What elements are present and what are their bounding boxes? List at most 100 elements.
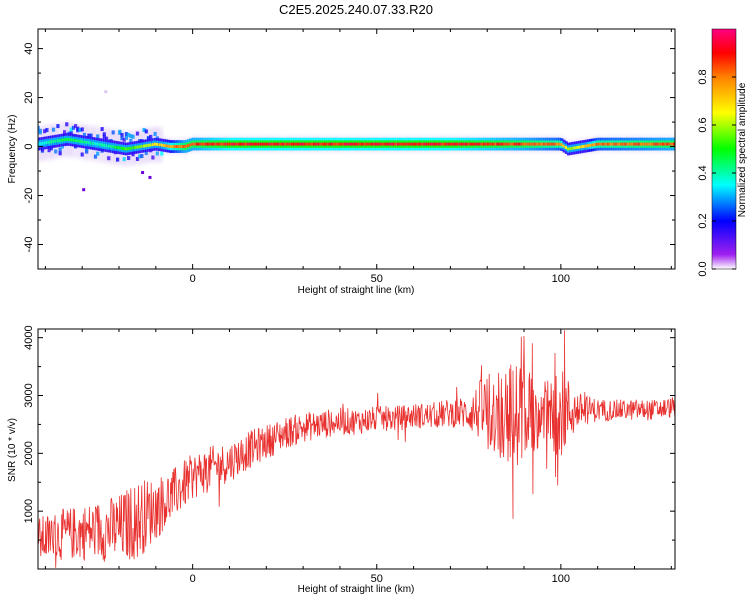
snr-line bbox=[38, 330, 675, 568]
spectrogram-ridge-cell bbox=[217, 142, 221, 146]
spectrogram-ridge-cell bbox=[279, 142, 283, 146]
spectrogram-scatter-cell bbox=[144, 129, 148, 134]
spectrogram-ridge-cell bbox=[633, 142, 637, 146]
spectrogram-scatter-cell bbox=[138, 154, 142, 159]
spectrogram-ridge-cell bbox=[460, 142, 464, 146]
spectrogram-ridge-cell bbox=[273, 142, 277, 146]
spectrogram-scatter-cell bbox=[87, 133, 91, 138]
spectrogram-ridge-cell bbox=[248, 142, 252, 146]
spectrogram-scatter-cell bbox=[80, 127, 84, 132]
spectrogram-ridge-cell bbox=[257, 142, 261, 146]
spectrogram-ridge-cell bbox=[659, 142, 663, 146]
spectrogram-ridge-cell bbox=[655, 142, 659, 146]
figure-title: C2E5.2025.240.07.33.R20 bbox=[279, 2, 433, 17]
spectrogram-ridge-cell bbox=[399, 142, 403, 146]
spectrogram-ridge-cell bbox=[299, 142, 303, 146]
spectrogram-ridge-cell bbox=[606, 142, 610, 146]
spectrogram-ridge-cell bbox=[494, 142, 498, 146]
spectrogram-ridge-cell bbox=[604, 142, 608, 146]
spectrogram-scatter-cell bbox=[96, 134, 100, 139]
spectrogram-scatter-cell bbox=[89, 133, 93, 138]
spectrogram-ridge-cell bbox=[350, 142, 354, 146]
spectrogram-ridge-cell bbox=[89, 141, 93, 145]
spectrogram-ridge-cell bbox=[297, 142, 301, 146]
spectrogram-y-axis-label: Frequency (Hz) bbox=[7, 115, 18, 184]
spectrogram-scatter-cell bbox=[144, 150, 148, 155]
snr-x-axis-label: Height of straight line (km) bbox=[298, 584, 415, 595]
spectrogram-ridge-cell bbox=[657, 142, 661, 146]
colorbar-tick-label: 0.0 bbox=[697, 261, 709, 276]
spectrogram-ridge-cell bbox=[447, 142, 451, 146]
spectrogram-scatter-cell bbox=[160, 151, 164, 156]
x-tick-label: 100 bbox=[552, 573, 570, 585]
spectrogram-ridge-cell bbox=[58, 138, 62, 142]
spectrogram-scatter-cell bbox=[135, 131, 140, 136]
spectrogram-ridge-cell bbox=[343, 142, 347, 146]
spectrogram-ridge-cell bbox=[578, 145, 582, 149]
spectrogram-ridge-cell bbox=[122, 147, 126, 151]
spectrogram-ridge-cell bbox=[427, 142, 431, 146]
spectrogram-ridge-cell bbox=[202, 142, 206, 146]
spectrogram-ridge-cell bbox=[83, 140, 87, 144]
spectrogram-ridge-cell bbox=[500, 142, 504, 146]
spectrogram-ridge-cell bbox=[458, 142, 462, 146]
spectrogram-ridge-cell bbox=[160, 143, 164, 147]
x-tick-label: 50 bbox=[371, 273, 383, 285]
spectrogram-ridge-cell bbox=[620, 142, 624, 146]
spectrogram-ridge-cell bbox=[328, 142, 332, 146]
spectrogram-ridge-cell bbox=[335, 142, 339, 146]
spectrogram-heatmap bbox=[38, 90, 675, 192]
spectrogram-ridge-cell bbox=[184, 144, 188, 148]
spectrogram-ridge-cell bbox=[575, 146, 579, 149]
spectrogram-ridge-cell bbox=[646, 142, 650, 146]
spectrogram-ridge-cell bbox=[204, 142, 208, 146]
spectrogram-scatter-cell bbox=[155, 151, 159, 156]
spectrogram-frame bbox=[37, 28, 676, 270]
spectrogram-ridge-cell bbox=[502, 142, 506, 146]
spectrogram-ridge-cell bbox=[94, 142, 98, 146]
spectrogram-ridge-cell bbox=[407, 142, 411, 146]
spectrogram-ridge-cell bbox=[224, 142, 228, 146]
spectrogram-ridge-cell bbox=[226, 142, 230, 146]
spectrogram-ridge-cell bbox=[105, 144, 109, 148]
spectrogram-ridge-cell bbox=[416, 142, 420, 146]
spectrogram-ridge-cell bbox=[600, 142, 604, 146]
spectrogram-scatter-cell bbox=[153, 131, 157, 136]
spectrogram-ridge-cell bbox=[467, 142, 471, 146]
snr-frame bbox=[37, 328, 676, 570]
y-tick-label: -20 bbox=[23, 188, 35, 204]
spectrogram-ridge-cell bbox=[385, 142, 389, 146]
spectrogram-scatter-cell bbox=[96, 151, 100, 156]
spectrogram-scatter-cell bbox=[100, 127, 104, 132]
spectrogram-ridge-cell bbox=[421, 142, 425, 146]
spectrogram-ridge-cell bbox=[542, 142, 546, 146]
spectrogram-ridge-cell bbox=[259, 142, 263, 146]
spectrogram-ridge-cell bbox=[357, 142, 361, 146]
spectrogram-ridge-cell bbox=[463, 142, 467, 146]
spectrogram-ridge-cell bbox=[562, 144, 566, 148]
spectrogram-ridge-cell bbox=[173, 145, 177, 149]
spectrogram-ridge-cell bbox=[496, 142, 500, 146]
spectrogram-ridge-cell bbox=[505, 142, 509, 146]
spectrogram-ridge-cell bbox=[544, 142, 548, 146]
spectrogram-ridge-cell bbox=[222, 142, 226, 146]
spectrogram-ridge-cell bbox=[244, 142, 248, 146]
spectrogram-ridge-cell bbox=[337, 142, 341, 146]
spectrogram-scatter-cell bbox=[135, 156, 140, 161]
spectrogram-ridge-cell bbox=[308, 142, 312, 146]
spectrogram-scatter-cell bbox=[149, 134, 153, 139]
spectrogram-ridge-cell bbox=[312, 142, 316, 146]
spectrogram-ridge-cell bbox=[608, 142, 612, 146]
spectrogram-ridge-cell bbox=[127, 147, 131, 151]
spectrogram-ridge-cell bbox=[189, 143, 193, 147]
spectrogram-ridge-cell bbox=[414, 142, 418, 146]
spectrogram-ridge-cell bbox=[277, 142, 281, 146]
spectrogram-ridge-cell bbox=[220, 142, 224, 146]
spectrogram-ridge-cell bbox=[383, 142, 387, 146]
spectrogram-ridge-cell bbox=[330, 142, 334, 146]
spectrogram-ridge-cell bbox=[275, 142, 279, 146]
x-tick-label: 0 bbox=[190, 573, 196, 585]
spectrogram-ridge-cell bbox=[92, 142, 96, 145]
colorbar-tick-label: 0.4 bbox=[697, 165, 709, 180]
spectrogram-ridge-cell bbox=[191, 142, 195, 146]
